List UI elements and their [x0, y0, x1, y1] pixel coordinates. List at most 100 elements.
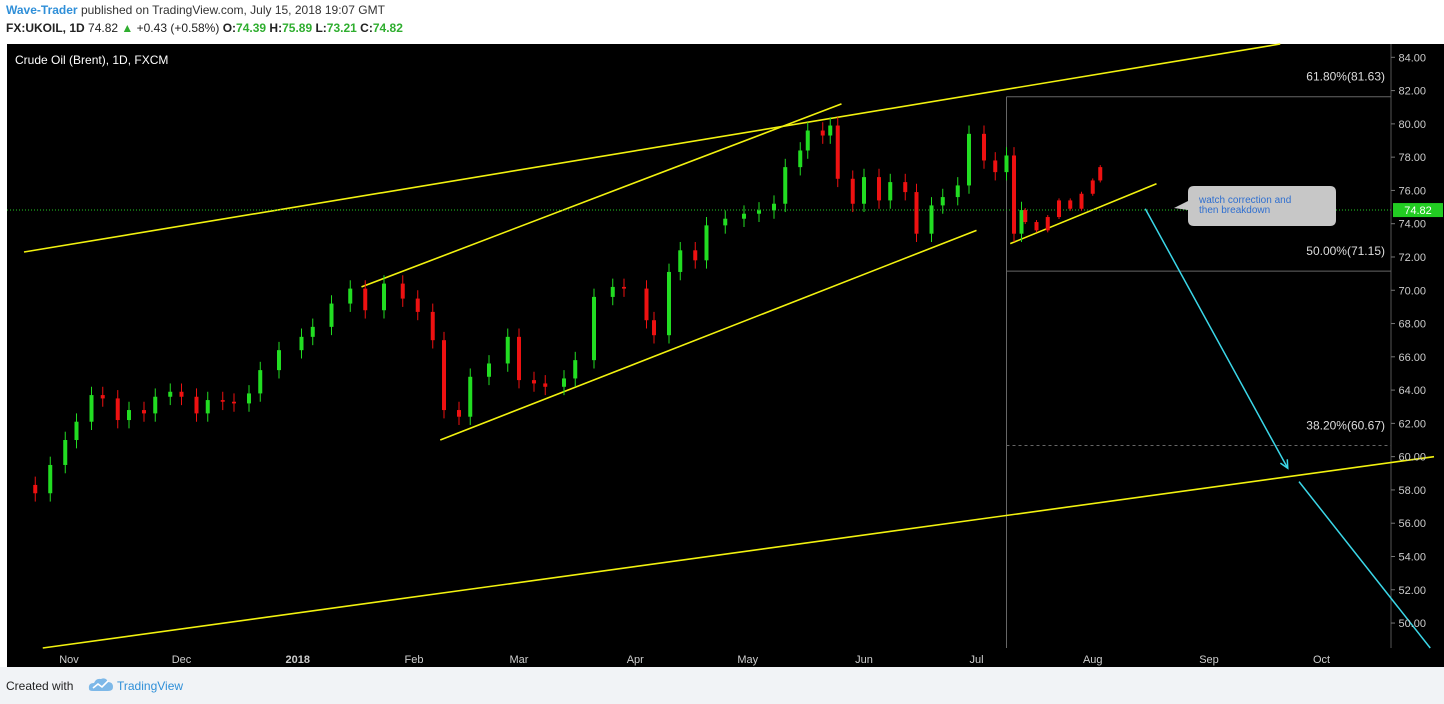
candle-body	[100, 395, 105, 399]
price-tick-label: 78.00	[1398, 152, 1426, 164]
candle-body	[205, 400, 210, 414]
fibonacci-retracement[interactable]: 61.80%(81.63) 50.00%(71.15) 38.20%(60.67)	[1006, 70, 1392, 648]
projection-arrow-line	[1298, 481, 1431, 649]
price-tick-label: 62.00	[1398, 418, 1426, 430]
candle-body	[993, 160, 998, 173]
candle-body	[940, 197, 945, 206]
candle-body	[929, 205, 934, 234]
price-tick-label: 64.00	[1398, 385, 1426, 397]
candle-body	[487, 363, 491, 377]
annotation-callout[interactable]: watch correction and then breakdown	[1174, 186, 1336, 226]
trendline	[42, 455, 1435, 649]
price-tick-label: 56.00	[1398, 518, 1426, 530]
candle-body	[622, 286, 626, 289]
author-link[interactable]: Wave-Trader	[6, 3, 78, 17]
candle-body	[967, 133, 971, 186]
candle-body	[142, 410, 146, 414]
open-value: 74.39	[236, 21, 267, 35]
candle-body	[153, 396, 158, 414]
candle-body	[693, 250, 698, 261]
chart-title: Crude Oil (Brent), 1D, FXCM	[15, 53, 168, 67]
projected-candle-body	[1057, 200, 1061, 218]
up-triangle-icon: ▲	[121, 21, 134, 35]
price-tick-label: 72.00	[1398, 252, 1426, 264]
candle-body	[348, 288, 353, 304]
trendline	[361, 103, 842, 288]
candle-body	[89, 395, 94, 422]
fib-level-label: 38.20%(60.67)	[1306, 419, 1385, 433]
candle-body	[704, 225, 709, 261]
close-label: C:	[360, 21, 373, 35]
candle-body	[862, 177, 866, 204]
price-chart[interactable]: 61.80%(81.63)50.00%(71.15)38.20%(60.67) …	[0, 0, 1444, 667]
candle-body	[505, 336, 510, 364]
tradingview-logo-icon[interactable]	[88, 676, 114, 692]
candle-body	[194, 396, 199, 414]
candle-body	[562, 378, 566, 387]
candle-body	[517, 336, 521, 381]
candle-body	[667, 271, 671, 336]
price-tick-label: 70.00	[1398, 285, 1426, 297]
candle-body	[543, 383, 548, 387]
projected-candle-body	[1098, 167, 1103, 181]
candle-body	[48, 464, 53, 494]
candle-body	[805, 130, 810, 151]
trendline	[439, 229, 977, 441]
price-tick-label: 68.00	[1398, 319, 1426, 331]
candle-body	[430, 311, 435, 341]
candle-body	[127, 410, 131, 421]
time-tick-label: Apr	[627, 654, 644, 666]
candle-body	[442, 340, 446, 411]
callout-box	[1174, 186, 1336, 226]
price-tick-label: 80.00	[1398, 119, 1426, 131]
callout-text-1: watch correction and	[1198, 195, 1291, 206]
candle-body	[783, 167, 788, 204]
publish-text: published on TradingView.com, July 15, 2…	[80, 3, 385, 17]
projected-candle-body	[1034, 222, 1039, 231]
trendlines[interactable]	[23, 43, 1435, 649]
low-label: L:	[315, 21, 327, 35]
price-tick-label: 50.00	[1398, 618, 1426, 630]
candle-body	[220, 400, 225, 402]
candle-body	[168, 391, 173, 397]
tradingview-link[interactable]: TradingView	[117, 679, 184, 693]
candle-body	[573, 360, 578, 379]
candle-body	[1019, 210, 1024, 234]
candle-body	[115, 398, 120, 421]
fib-level-label: 61.80%(81.63)	[1306, 70, 1385, 84]
trendline	[1009, 183, 1157, 245]
candle-body	[74, 421, 79, 441]
time-tick-label: Oct	[1313, 654, 1330, 666]
projected-candle-body	[1045, 217, 1050, 231]
candle-body	[828, 125, 833, 136]
candle-body	[310, 326, 315, 337]
publish-info: Wave-Trader published on TradingView.com…	[6, 3, 385, 17]
price-tick-label: 76.00	[1398, 185, 1426, 197]
candle-body	[33, 484, 38, 494]
high-value: 75.89	[282, 21, 313, 35]
price-tick-label: 66.00	[1398, 352, 1426, 364]
projection-arrows[interactable]	[1144, 208, 1431, 649]
callout-text-2: then breakdown	[1199, 205, 1270, 216]
candle-body	[329, 303, 334, 327]
candle-body	[723, 218, 728, 226]
price-tick-label: 58.00	[1398, 485, 1426, 497]
time-tick-label: Sep	[1199, 654, 1219, 666]
price-tag-background	[1393, 203, 1443, 218]
candle-body	[850, 178, 855, 204]
time-axis[interactable]: Nov Dec 2018 Feb Mar Apr May Jun Jul Aug Sep Oct	[59, 654, 1330, 666]
time-tick-label: Nov	[59, 654, 79, 666]
candle-body	[1004, 155, 1009, 173]
candle-body	[457, 410, 461, 417]
time-tick-label: Jul	[969, 654, 983, 666]
candle-body	[277, 350, 281, 371]
candle-body	[299, 336, 304, 351]
close-value: 74.82	[372, 21, 403, 35]
candle-body	[363, 288, 368, 311]
candle-body	[400, 283, 405, 299]
time-tick-label: Aug	[1083, 654, 1103, 666]
open-label: O:	[222, 21, 237, 35]
candle-body	[247, 393, 251, 404]
time-tick-label: Mar	[510, 654, 529, 666]
price-axis[interactable]: 84.00 82.00 80.00 78.00 76.00 74.00 72.00 70.00…	[1391, 52, 1426, 630]
